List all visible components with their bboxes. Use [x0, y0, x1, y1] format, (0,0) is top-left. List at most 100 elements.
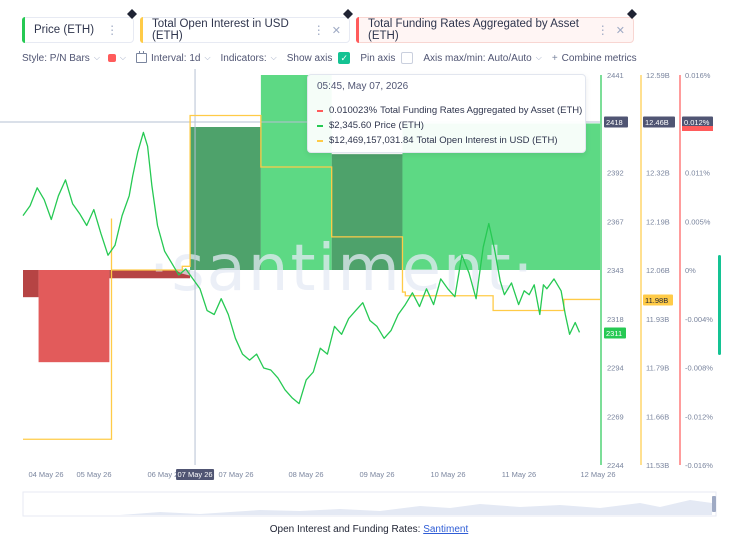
close-icon[interactable]: ✕	[331, 24, 341, 37]
tooltip-price-value: $2,345.60	[329, 120, 372, 131]
x-tick-label: 08 May 26	[288, 470, 323, 479]
diamond-icon	[127, 9, 137, 19]
x-tick-label: 07 May 26	[218, 470, 253, 479]
x-tick-label: 06 May 26	[147, 470, 182, 479]
pin-axis-label: Pin axis	[360, 52, 396, 64]
oi-tick-label: 12.59B	[646, 71, 670, 80]
tooltip-funding-label: Total Funding Rates Aggregated by Asset …	[380, 105, 583, 116]
price-current-badge: 2311	[604, 327, 626, 339]
x-tick-label: 11 May 26	[502, 470, 536, 479]
combine-metrics-button[interactable]: + Combine metrics	[552, 53, 637, 64]
oi-tick-label: 11.93B	[646, 315, 669, 324]
price-tick-label: 2392	[607, 169, 624, 178]
funding-crosshair-badge-text: 0.012%	[684, 118, 710, 127]
legend-dash	[317, 109, 323, 112]
funding-tick-label: -0.008%	[685, 364, 713, 373]
tooltip-oi-label: Total Open Interest in USD (ETH)	[416, 135, 558, 146]
close-icon[interactable]: ✕	[615, 24, 625, 37]
combine-metrics-label: Combine metrics	[561, 52, 637, 64]
metric-label: Total Funding Rates Aggregated by Asset …	[368, 18, 579, 42]
diamond-icon	[343, 9, 353, 19]
chevron-down-icon: ⌵	[270, 53, 277, 62]
caption-text: Open Interest and Funding Rates:	[269, 524, 421, 535]
chevron-down-icon: ⌵	[93, 53, 100, 62]
chart-settings-bar: Style: P/N Bars ⌵ ⌵ Interval: 1d ⌵ Indic…	[22, 50, 647, 66]
metric-pill-price[interactable]: Price (ETH) ⋮	[22, 9, 137, 43]
checkbox-checked-icon[interactable]: ✓	[338, 52, 351, 64]
metric-color-bar	[356, 17, 359, 43]
oi-tick-label: 11.66B	[646, 412, 669, 421]
more-vertical-icon[interactable]: ⋮	[312, 23, 325, 37]
x-crosshair-label: 07 May 26	[178, 470, 213, 479]
more-vertical-icon[interactable]: ⋮	[596, 23, 609, 37]
x-tick-label: 04 May 26	[28, 470, 63, 479]
side-accent	[718, 255, 721, 355]
price-crosshair-badge-text: 2418	[606, 118, 623, 127]
metric-label: Price (ETH)	[34, 24, 95, 36]
funding-tick-label: 0.005%	[685, 217, 711, 226]
legend-dash	[317, 124, 323, 127]
checkbox-unchecked-icon[interactable]	[401, 52, 414, 64]
funding-crosshair-badge-bg	[682, 116, 713, 128]
chart-tooltip: 05:45, May 07, 2026 0.010023% Total Fund…	[307, 74, 586, 153]
x-tick-label: 09 May 26	[359, 470, 394, 479]
metric-color-bar	[22, 17, 25, 43]
interval-label: Interval: 1d	[150, 52, 201, 64]
legend-dash	[317, 139, 323, 142]
price-current-badge-text: 2311	[606, 329, 622, 338]
price-tick-label: 2318	[607, 315, 624, 324]
tooltip-price-label: Price (ETH)	[374, 120, 424, 131]
navigator-area	[120, 500, 712, 515]
x-tick-label: 10 May 26	[430, 470, 465, 479]
open-interest-line	[23, 114, 600, 440]
navigator-handle	[712, 496, 716, 512]
funding-tick-label: 0%	[685, 266, 696, 275]
funding-bar	[23, 270, 39, 298]
x-crosshair-badge	[176, 469, 215, 480]
price-current-badge-bg	[604, 327, 626, 339]
tooltip-date: 05:45, May 07, 2026	[317, 81, 409, 92]
price-tick-label: 2269	[607, 412, 624, 421]
interval-dropdown[interactable]: Interval: 1d ⌵	[135, 51, 211, 64]
x-tick-label: 12 May 26	[580, 470, 615, 479]
indicators-dropdown[interactable]: Indicators: ⌵	[221, 53, 277, 64]
oi-tick-label: 11.79B	[646, 364, 669, 373]
funding-current-marker	[682, 126, 713, 131]
axis-minmax-dropdown[interactable]: Axis max/min: Auto/Auto ⌵	[423, 53, 541, 64]
indicators-label: Indicators:	[220, 52, 267, 64]
show-axis-toggle[interactable]: Show axis ✓	[287, 52, 351, 64]
funding-bar	[109, 270, 191, 279]
price-line	[22, 131, 581, 405]
metrics-bar: Price (ETH) ⋮ Total Open Interest in USD…	[22, 9, 637, 43]
oi-tick-label: 11.53B	[646, 461, 669, 470]
caption-link[interactable]: Santiment	[423, 524, 469, 535]
metric-pill-open-interest[interactable]: Total Open Interest in USD (ETH) ⋮ ✕	[140, 9, 353, 43]
funding-tick-label: 0.011%	[685, 169, 710, 178]
plus-icon: +	[551, 52, 558, 64]
price-tick-label: 2441	[607, 71, 624, 80]
oi-current-badge-text: 11.98B	[645, 296, 668, 305]
chevron-down-icon: ⌵	[119, 53, 126, 62]
style-dropdown[interactable]: Style: P/N Bars ⌵ ⌵	[22, 53, 126, 64]
price-crosshair-badge: 2418	[604, 116, 628, 128]
figure-caption: Open Interest and Funding Rates: Santime…	[0, 524, 738, 535]
oi-tick-label: 12.32B	[646, 169, 670, 178]
funding-tick-label: 0.016%	[685, 71, 711, 80]
funding-bar	[331, 154, 403, 270]
oi-current-badge: 11.98B	[643, 294, 673, 306]
watermark: ·santiment·	[149, 232, 535, 306]
oi-current-badge-bg	[643, 294, 673, 306]
metric-pill-funding-rates[interactable]: Total Funding Rates Aggregated by Asset …	[356, 9, 637, 43]
metric-label: Total Open Interest in USD (ETH)	[152, 18, 289, 42]
chevron-down-icon: ⌵	[535, 53, 542, 62]
more-vertical-icon[interactable]: ⋮	[106, 23, 118, 37]
metric-color-bar	[140, 17, 143, 43]
color-swatch[interactable]	[107, 54, 116, 62]
funding-tick-label: -0.012%	[685, 412, 713, 421]
diamond-icon	[627, 9, 637, 19]
pin-axis-toggle[interactable]: Pin axis	[360, 52, 414, 64]
axis-minmax-label: Axis max/min: Auto/Auto	[423, 52, 532, 64]
price-tick-label: 2244	[607, 461, 624, 470]
oi-crosshair-badge-text: 12.46B	[645, 118, 669, 127]
price-tick-label: 2367	[607, 217, 624, 226]
